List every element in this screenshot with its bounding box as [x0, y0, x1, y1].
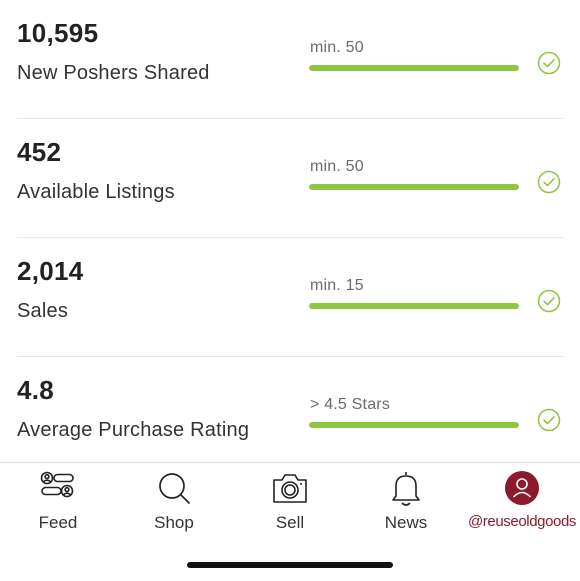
- stat-requirement: min. 50: [310, 39, 364, 56]
- progress-bar: [309, 422, 519, 428]
- progress-bar: [309, 303, 519, 309]
- stat-value: 2,014: [17, 256, 84, 286]
- check-circle-icon: [537, 408, 561, 432]
- stat-label: Sales: [17, 300, 69, 322]
- bell-icon: [392, 472, 420, 506]
- progress-bar-fill: [309, 303, 519, 309]
- tab-label: Sell: [275, 513, 305, 532]
- divider: [17, 118, 563, 119]
- divider: [17, 237, 563, 238]
- profile-avatar-icon: [505, 471, 539, 505]
- stat-row-available-listings: 452 Available Listings min. 50: [0, 119, 580, 238]
- stat-row-average-purchase-rating: 4.8 Average Purchase Rating > 4.5 Stars: [0, 357, 580, 476]
- stat-value: 452: [17, 137, 62, 167]
- stat-label: Average Purchase Rating: [17, 419, 250, 441]
- tab-label: @reuseoldgoods: [467, 513, 577, 530]
- stat-row-sales: 2,014 Sales min. 15: [0, 238, 580, 357]
- progress-bar-fill: [309, 422, 519, 428]
- tab-label: Shop: [154, 513, 194, 532]
- bottom-tab-bar: Feed Shop Sell News @: [0, 462, 580, 581]
- check-circle-icon: [537, 289, 561, 313]
- tab-shop[interactable]: Shop: [116, 463, 232, 543]
- tab-news[interactable]: News: [348, 463, 464, 543]
- feed-icon: [40, 471, 74, 498]
- tab-feed[interactable]: Feed: [0, 463, 116, 543]
- stat-value: 4.8: [17, 375, 55, 405]
- search-icon: [159, 473, 190, 504]
- check-circle-icon: [537, 51, 561, 75]
- stat-requirement: > 4.5 Stars: [310, 396, 391, 413]
- stat-value: 10,595: [17, 18, 99, 48]
- progress-bar: [309, 184, 519, 190]
- tab-sell[interactable]: Sell: [232, 463, 348, 543]
- progress-bar-fill: [309, 184, 519, 190]
- tab-label: News: [384, 513, 428, 532]
- stat-label: New Poshers Shared: [17, 62, 210, 84]
- check-circle-icon: [537, 170, 561, 194]
- progress-bar: [309, 65, 519, 71]
- camera-icon: [273, 474, 307, 503]
- tab-label: Feed: [38, 513, 78, 532]
- divider: [17, 356, 563, 357]
- stat-requirement: min. 50: [310, 158, 364, 175]
- stats-list: 10,595 New Poshers Shared min. 50 452 Av…: [0, 0, 580, 441]
- stat-row-new-poshers-shared: 10,595 New Poshers Shared min. 50: [0, 0, 580, 119]
- home-indicator: [187, 562, 393, 568]
- stat-label: Available Listings: [17, 181, 175, 203]
- tab-profile[interactable]: @reuseoldgoods: [464, 463, 580, 543]
- progress-bar-fill: [309, 65, 519, 71]
- stat-requirement: min. 15: [310, 277, 364, 294]
